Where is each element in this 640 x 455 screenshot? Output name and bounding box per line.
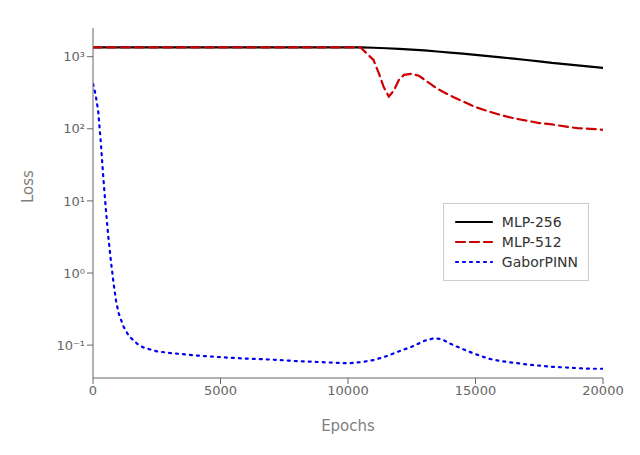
html-text:MLP-256: MLP-256	[501, 214, 562, 230]
svg-text:0: 0	[89, 383, 97, 398]
svg-text:10⁻¹: 10⁻¹	[56, 338, 85, 353]
svg-text:10³: 10³	[63, 49, 85, 64]
svg-text:10¹: 10¹	[63, 194, 85, 209]
svg-text:Loss: Loss	[19, 170, 37, 203]
svg-text:20000: 20000	[582, 383, 623, 398]
svg-text:10²: 10²	[63, 121, 85, 136]
svg-text:10⁰: 10⁰	[63, 266, 85, 281]
svg-text:5000: 5000	[204, 383, 237, 398]
html-text:GaborPINN: GaborPINN	[501, 254, 578, 270]
svg-text:15000: 15000	[455, 383, 496, 398]
svg-text:10000: 10000	[327, 383, 368, 398]
html-text:MLP-512: MLP-512	[501, 234, 562, 250]
svg-text:Epochs: Epochs	[321, 417, 375, 435]
